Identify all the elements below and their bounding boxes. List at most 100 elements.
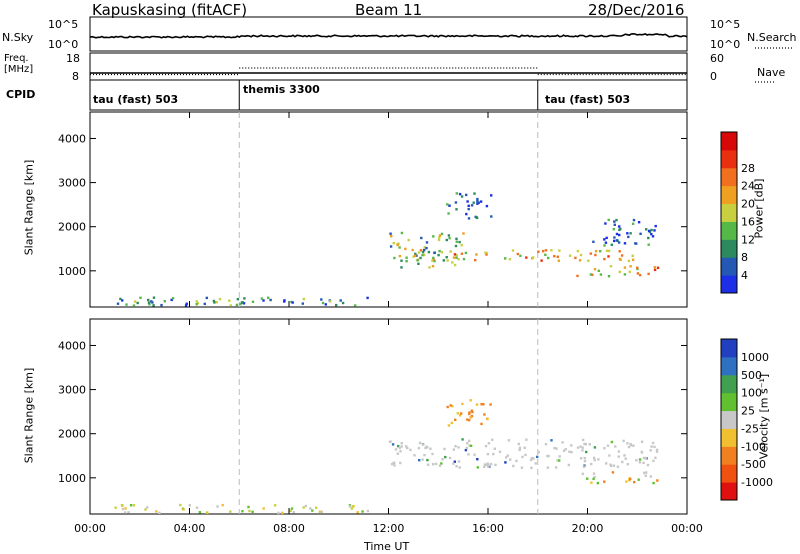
- power-echo-cell: [537, 250, 540, 253]
- power-echo-cell: [607, 249, 611, 253]
- velocity-echo-cell: [640, 450, 643, 454]
- velocity-echo-cell: [461, 438, 464, 441]
- velocity-colorbar-swatch: [721, 464, 737, 483]
- power-echo-cell: [125, 303, 128, 306]
- velocity-echo-cell: [434, 462, 438, 466]
- x-tick-label: 12:00: [373, 522, 405, 535]
- power-echo-cell: [240, 301, 244, 304]
- power-echo-cell: [618, 250, 621, 253]
- power-echo-cell: [446, 203, 449, 206]
- power-echo-cell: [423, 253, 426, 257]
- power-echo-cell: [613, 223, 616, 226]
- power-echo-cell: [556, 255, 559, 258]
- power-echo-cell: [341, 301, 345, 305]
- power-echo-cell: [647, 272, 650, 276]
- velocity-echo-cell: [592, 472, 596, 475]
- velocity-echo-cell: [470, 409, 473, 412]
- power-echo-cell: [553, 255, 556, 258]
- velocity-echo-cell: [458, 414, 462, 417]
- power-echo-cell: [615, 218, 618, 222]
- power-echo-cell: [511, 249, 515, 252]
- power-echo-cell: [592, 240, 595, 243]
- velocity-echo-cell: [567, 463, 571, 467]
- velocity-echo-cell: [179, 503, 182, 507]
- velocity-echo-cell: [465, 446, 469, 450]
- velocity-echo-cell: [482, 403, 485, 406]
- power-echo-cell: [589, 273, 593, 276]
- velocity-echo-cell: [642, 456, 646, 460]
- power-echo-cell: [470, 204, 474, 207]
- cpid-panel-frame: [89, 79, 688, 111]
- power-echo-cell: [599, 273, 603, 276]
- velocity-echo-cell: [603, 447, 606, 450]
- power-echo-cell: [587, 259, 590, 262]
- velocity-echo-cell: [404, 445, 408, 448]
- power-echo-cell: [476, 197, 479, 201]
- power-echo-cell: [438, 234, 442, 237]
- power-echo-cell: [449, 250, 452, 253]
- velocity-echo-cell: [582, 465, 586, 468]
- power-echo-cell: [476, 202, 479, 205]
- velocity-echo-cell: [471, 410, 474, 414]
- velocity-echo-cell: [195, 506, 199, 509]
- velocity-echo-cell: [188, 504, 191, 507]
- velocity-echo-cell: [579, 457, 583, 460]
- power-frame: [89, 111, 688, 308]
- velocity-echo-cell: [638, 458, 642, 461]
- velocity-echo-cell: [460, 412, 463, 415]
- power-echo-cell: [547, 256, 550, 260]
- velocity-colorbar-tick-label: -25: [741, 422, 759, 435]
- velocity-echo-cell: [467, 453, 470, 456]
- velocity-echo-cell: [487, 442, 491, 445]
- velocity-echo-cell: [413, 454, 416, 457]
- velocity-echo-cell: [610, 440, 614, 444]
- velocity-echo-cell: [590, 481, 593, 484]
- power-echo-cell: [136, 301, 139, 305]
- velocity-echo-cell: [485, 463, 488, 466]
- velocity-echo-cell: [579, 445, 582, 448]
- velocity-echo-cell: [646, 463, 650, 467]
- power-echo-cell: [428, 266, 431, 269]
- velocity-echo-cell: [635, 459, 638, 462]
- power-echo-cell: [645, 228, 648, 231]
- velocity-echo-cell: [530, 466, 533, 470]
- power-echo-cell: [475, 216, 478, 219]
- velocity-echo-cell: [216, 505, 219, 508]
- velocity-echo-cell: [537, 451, 540, 454]
- velocity-colorbar-swatch: [721, 392, 737, 412]
- velocity-echo-cell: [487, 465, 490, 468]
- velocity-echo-cell: [399, 450, 402, 453]
- velocity-echo-cell: [520, 466, 524, 469]
- power-echo-cell: [591, 273, 594, 276]
- velocity-echo-cell: [292, 510, 295, 514]
- power-echo-cell: [417, 262, 420, 265]
- velocity-echo-cell: [609, 464, 613, 468]
- power-echo-cell: [460, 195, 464, 198]
- velocity-echo-cell: [564, 448, 567, 451]
- power-echo-cell: [604, 241, 608, 244]
- velocity-colorbar-swatch: [721, 446, 737, 465]
- velocity-echo-cell: [281, 511, 284, 515]
- velocity-echo-cell: [247, 505, 250, 509]
- velocity-echo-cell: [350, 507, 353, 510]
- power-echo-cell: [519, 254, 522, 257]
- power-echo-cell: [628, 270, 631, 273]
- power-echo-cell: [324, 303, 327, 306]
- power-echo-cell: [479, 200, 483, 203]
- power-colorbar-swatch: [721, 275, 737, 294]
- power-echo-cell: [465, 193, 468, 197]
- power-echo-cell: [594, 250, 598, 253]
- velocity-echo-cell: [348, 505, 352, 508]
- velocity-echo-cell: [452, 462, 455, 465]
- power-echo-cell: [405, 256, 408, 259]
- power-echo-cell: [448, 204, 451, 207]
- power-echo-cell: [119, 297, 122, 301]
- power-colorbar-swatch: [721, 221, 737, 240]
- velocity-echo-cell: [440, 462, 443, 465]
- velocity-echo-cell: [470, 415, 474, 418]
- power-echo-cell: [407, 238, 410, 242]
- velocity-echo-cell: [397, 444, 400, 448]
- power-echo-cell: [627, 235, 630, 239]
- velocity-colorbar-tick-label: 500: [741, 369, 762, 382]
- power-echo-cell: [473, 192, 476, 195]
